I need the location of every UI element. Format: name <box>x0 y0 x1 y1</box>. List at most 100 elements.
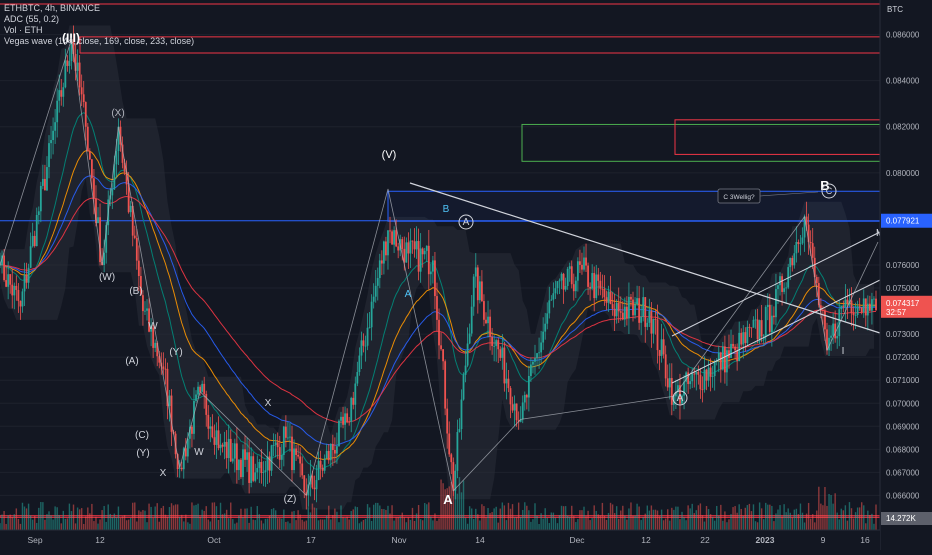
candle-body <box>744 332 747 344</box>
candle-body <box>734 346 737 351</box>
candle-body <box>621 312 624 320</box>
candle-body <box>758 320 761 340</box>
volume-bar <box>728 519 730 530</box>
volume-bar <box>430 516 432 530</box>
candle-body <box>95 198 97 224</box>
candle-body <box>346 413 349 422</box>
volume-bar <box>542 518 544 530</box>
candle-body <box>431 260 434 272</box>
volume-bar <box>811 514 814 530</box>
volume-bar <box>185 514 187 530</box>
candle-body <box>666 378 669 388</box>
candle-body <box>189 426 191 439</box>
volume-bar <box>511 504 514 530</box>
volume-bar <box>289 523 291 530</box>
wave-label: (A) <box>125 356 138 367</box>
candle-body <box>223 441 226 447</box>
candle-body <box>423 250 426 255</box>
candle-body <box>68 61 71 66</box>
candle-body <box>229 438 232 462</box>
volume-bar <box>644 513 646 530</box>
candle-body <box>289 436 291 438</box>
volume-bar <box>634 515 636 530</box>
candle-body <box>317 460 320 481</box>
candle-body <box>313 487 316 490</box>
volume-bar <box>1 514 3 530</box>
candle-body <box>638 298 641 323</box>
candle-body <box>705 369 708 381</box>
candle-body <box>832 323 835 336</box>
candle-body <box>146 308 148 311</box>
volume-bar <box>448 486 450 530</box>
candle-body <box>617 303 620 312</box>
volume-bar <box>246 508 248 530</box>
candle-body <box>405 242 408 263</box>
candle-body <box>828 337 830 351</box>
candle-body <box>350 397 353 422</box>
candle-body <box>754 319 757 321</box>
volume-bar <box>15 508 18 530</box>
candle-body <box>1 255 3 265</box>
volume-bar <box>505 520 508 530</box>
candle-body <box>707 367 710 381</box>
time-axis-bg <box>0 530 880 550</box>
time-tick-label: 22 <box>700 535 710 545</box>
volume-bar <box>658 516 661 530</box>
volume-bar <box>9 514 11 530</box>
volume-bar <box>615 506 618 530</box>
wave-label: A <box>405 289 412 300</box>
volume-bar <box>172 505 175 530</box>
volume-bar <box>91 503 93 530</box>
candle-body <box>664 354 667 379</box>
candle-body <box>805 216 808 225</box>
candle-body <box>499 349 502 358</box>
candle-body <box>703 369 706 390</box>
volume-bar <box>546 517 548 530</box>
candle-body <box>742 332 745 345</box>
candle-body <box>777 285 779 290</box>
candle-body <box>536 353 538 359</box>
volume-bar <box>509 508 512 530</box>
volume-bar <box>832 503 834 530</box>
candle-body <box>258 461 261 468</box>
volume-bar <box>736 512 738 530</box>
candle-body <box>205 393 208 415</box>
candle-body <box>679 385 681 404</box>
volume-bar <box>470 508 473 530</box>
volume-bar <box>667 509 669 530</box>
wave-label-circle <box>458 214 474 230</box>
volume-bar <box>287 521 289 530</box>
candle-body <box>489 316 491 337</box>
candle-body <box>127 184 130 213</box>
candle-body <box>803 216 806 238</box>
candle-body <box>764 306 767 336</box>
volume-bar <box>181 514 183 530</box>
wave-label: X <box>160 468 167 479</box>
candle-body <box>221 444 224 447</box>
candle-body <box>689 381 692 385</box>
candle-body <box>186 438 189 457</box>
volume-bar <box>66 518 69 530</box>
candle-body <box>152 327 155 348</box>
candle-body <box>719 352 722 370</box>
candle-body <box>648 311 651 323</box>
volume-bar <box>697 505 700 530</box>
candle-body <box>850 300 853 313</box>
volume-bar <box>95 516 97 530</box>
volume-bar <box>605 519 608 530</box>
candle-body <box>419 248 422 272</box>
candle-body <box>219 444 222 449</box>
candle-body <box>142 295 144 312</box>
volume-bar <box>148 503 150 530</box>
volume-bar <box>603 516 606 530</box>
volume-bar <box>417 505 420 530</box>
volume-bar <box>709 514 712 530</box>
volume-bar <box>642 517 644 530</box>
candle-body <box>456 432 459 471</box>
candle-body <box>646 322 649 327</box>
candle-body <box>701 389 704 391</box>
candle-body <box>17 289 20 301</box>
volume-bar <box>873 523 875 530</box>
